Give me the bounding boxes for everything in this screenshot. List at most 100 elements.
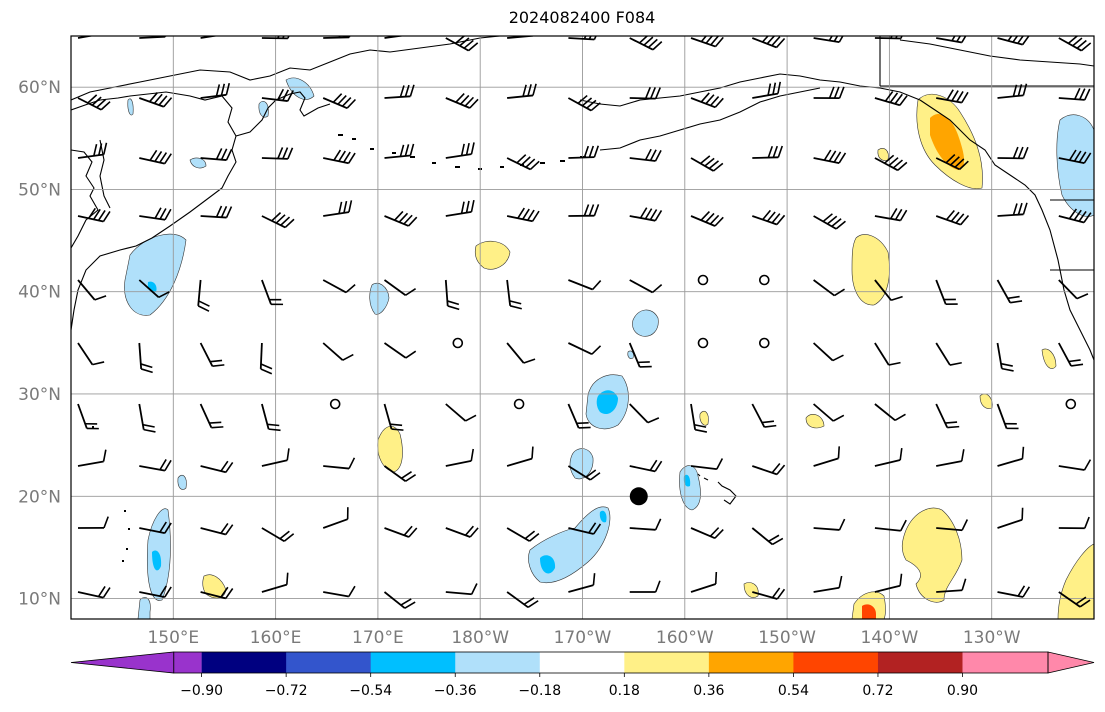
wind-barb	[322, 93, 357, 109]
wind-barb	[935, 209, 970, 226]
anomaly-negative-region	[540, 555, 556, 574]
lat-tick-label: 50°N	[18, 180, 61, 200]
wind-barb	[445, 403, 477, 422]
anomaly-positive-region	[901, 507, 963, 603]
wind-barb	[138, 279, 170, 299]
wind-barb	[997, 36, 1030, 46]
wind-barb	[874, 208, 908, 222]
wind-barb	[259, 342, 273, 375]
wind-barb	[445, 142, 475, 159]
wind-barb	[77, 207, 111, 223]
wind-barb	[874, 403, 906, 422]
anomaly-positive-region	[377, 426, 403, 473]
anomaly-positive-region	[979, 393, 993, 409]
wind-barb	[568, 279, 602, 291]
colorbar-segment	[962, 652, 1048, 673]
wind-barb	[997, 507, 1024, 529]
wind-barb	[445, 36, 479, 52]
wind-barb	[568, 342, 602, 355]
colorbar-outline	[173, 651, 1049, 674]
wind-barb	[813, 518, 846, 531]
lat-tick-label: 20°N	[18, 487, 61, 507]
wind-barbs	[77, 36, 1092, 609]
wind-barb	[200, 522, 234, 536]
colorbar-tick-label: 0.72	[862, 683, 893, 699]
colorbar-segment	[624, 652, 710, 673]
wind-barb	[997, 446, 1025, 467]
wind-barb	[77, 403, 99, 430]
anomaly-positive-region	[699, 411, 709, 426]
wind-barb	[567, 465, 601, 481]
longitude-labels: 150°E 160°E 170°E 180°W 170°W 160°W 150°W 140°W…	[147, 628, 1020, 648]
wind-barb	[813, 279, 845, 297]
wind-barb	[935, 342, 962, 366]
colorbar-extend-high	[1047, 651, 1095, 674]
wind-barb	[1058, 208, 1092, 224]
wind-barb	[77, 94, 111, 111]
wind-barb	[690, 155, 724, 172]
colorbar-segment	[539, 652, 625, 673]
wind-barb	[936, 89, 969, 104]
wind-barb	[874, 91, 908, 107]
map-frame	[70, 35, 1095, 620]
wind-barb	[506, 207, 540, 223]
wind-barb	[874, 342, 901, 366]
anomaly-negative-region	[596, 390, 618, 415]
wind-barb	[445, 583, 478, 596]
lon-tick-label: 150°E	[147, 628, 199, 648]
wind-barb	[77, 279, 107, 301]
wind-barb	[874, 573, 903, 593]
calm-wind-marker	[697, 337, 709, 349]
wind-barb	[139, 36, 167, 39]
wind-barb	[77, 36, 95, 39]
wind-barb	[997, 202, 1028, 217]
wind-barb	[568, 204, 600, 217]
wind-barb	[935, 279, 958, 305]
wind-barb	[1058, 591, 1091, 608]
wind-barb	[690, 458, 724, 470]
wind-barb	[139, 149, 172, 165]
wind-barb	[997, 146, 1029, 160]
wind-barb	[751, 527, 784, 546]
colorbar-tick-label: −0.90	[180, 683, 223, 699]
lat-tick-label: 40°N	[18, 283, 61, 303]
anomaly-positive-region	[877, 148, 889, 161]
wind-barb	[199, 403, 224, 429]
anomaly-negative-region	[683, 474, 691, 487]
anomaly-positive-region	[202, 574, 227, 599]
anomaly-negative-region	[679, 465, 701, 511]
anomaly-negative-region	[599, 510, 607, 523]
colorbar-segment	[455, 652, 541, 673]
wind-barb	[813, 86, 845, 100]
wind-barb	[384, 143, 415, 159]
wind-barb	[322, 342, 354, 361]
wind-barb	[629, 36, 663, 51]
wind-barb	[813, 575, 843, 593]
anomaly-positive-region	[474, 240, 511, 270]
wind-barb	[261, 279, 284, 306]
wind-barb	[752, 209, 786, 226]
colorbar-tick-label: 0.36	[693, 683, 724, 699]
colorbar: −0.90 −0.72 −0.54 −0.36 −0.18 0.18 0.36 0.54 0.7…	[70, 651, 1095, 699]
colorbar-segment	[708, 652, 794, 673]
wind-barb	[138, 403, 156, 433]
calm-wind-marker	[513, 398, 525, 410]
wind-barb	[874, 279, 903, 302]
anomaly-negative-region	[189, 157, 207, 169]
wind-barb	[506, 154, 540, 171]
lon-tick-label: 160°E	[250, 628, 302, 648]
wind-barb	[384, 84, 415, 99]
wind-barb	[77, 586, 111, 599]
wind-barb	[1058, 279, 1089, 300]
wind-barb	[752, 81, 782, 99]
wind-barb	[628, 342, 652, 368]
wind-barb	[629, 148, 662, 162]
anomaly-shading	[124, 77, 1094, 619]
anomaly-positive-region	[805, 414, 825, 429]
wind-barb	[1058, 149, 1092, 165]
wind-barb	[261, 147, 294, 160]
wind-barb	[567, 403, 591, 429]
latitude-labels: 60°N 50°N 40°N 30°N 20°N 10°N	[18, 78, 61, 609]
anomaly-negative-region	[1056, 114, 1094, 217]
colorbar-segment	[201, 652, 287, 673]
